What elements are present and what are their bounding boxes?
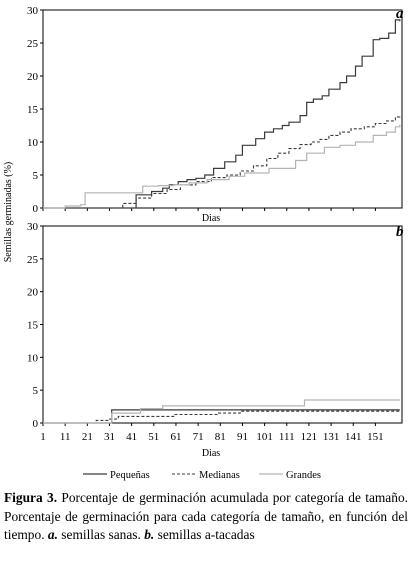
legend-label-pequenas: Pequeñas [110,470,150,481]
series-line-a-pequenas [43,19,401,209]
figure-caption: Figura 3. Porcentaje de germinación acum… [4,489,408,545]
caption-label: Figura 3. [4,490,58,505]
panel-letter-a: a [396,6,404,22]
legend: Pequeñas Medianas Grandes [83,470,321,481]
legend-label-medianas: Medianas [199,470,240,481]
y-tick-label-b-15: 15 [27,320,39,332]
x-tick-label-141: 141 [345,431,362,443]
x-tick-label-11: 11 [60,431,71,443]
legend-label-grandes: Grandes [286,470,321,481]
y-tick-label-a-20: 20 [27,71,39,83]
x-tick-label-71: 71 [193,431,204,443]
y-tick-label-a-10: 10 [27,137,39,149]
x-tick-label-21: 21 [82,431,93,443]
x-tick-label-31: 31 [104,431,115,443]
x-tick-label-91: 91 [237,431,248,443]
caption-text-3: semillas a-tacadas [154,527,255,542]
panel-a: 0 5 10 15 20 25 30 [27,5,403,215]
x-axis-label-b: Dias [202,448,220,459]
caption-panel-b: b. [144,527,155,542]
series-line-b-medianas [43,410,400,424]
series-line-b-grandes [43,399,400,424]
y-tick-label-b-20: 20 [27,287,39,299]
y-tick-label-a-25: 25 [27,38,39,50]
y-tick-label-b-25: 25 [27,254,39,266]
y-tick-label-a-5: 5 [33,170,39,182]
plot-frame-a [42,9,403,209]
x-tick-label-121: 121 [301,431,318,443]
x-tick-label-51: 51 [148,431,159,443]
y-tick-label-a-0: 0 [33,203,39,215]
y-tick-label-a-30: 30 [27,5,39,17]
x-tick-label-61: 61 [170,431,181,443]
y-tick-label-a-15: 15 [27,104,39,116]
y-tick-label-b-30: 30 [27,221,39,233]
x-tick-label-131: 131 [323,431,340,443]
y-tick-label-b-5: 5 [33,385,39,397]
panel-letter-b: b [396,224,404,240]
caption-text-2: semillas sanas. [57,527,145,542]
x-tick-label-101: 101 [256,431,273,443]
y-axis-label: Semillas germinadas (%) [3,162,14,263]
caption-panel-a: a. [47,527,58,542]
caption-text-1: Porcentaje de germinación acumulada por … [4,490,408,542]
series-line-a-medianas [43,115,401,209]
y-tick-label-b-10: 10 [27,352,39,364]
x-tick-label-81: 81 [215,431,226,443]
x-tick-label-151: 151 [367,431,384,443]
x-tick-label-1: 1 [40,431,46,443]
plot-frame-b [42,225,403,424]
y-tick-label-b-0: 0 [33,418,39,430]
series-line-a-grandes [43,124,401,209]
x-axis-label-a: Dias [202,213,220,224]
x-tick-label-111: 111 [279,431,295,443]
x-tick-label-41: 41 [126,431,137,443]
